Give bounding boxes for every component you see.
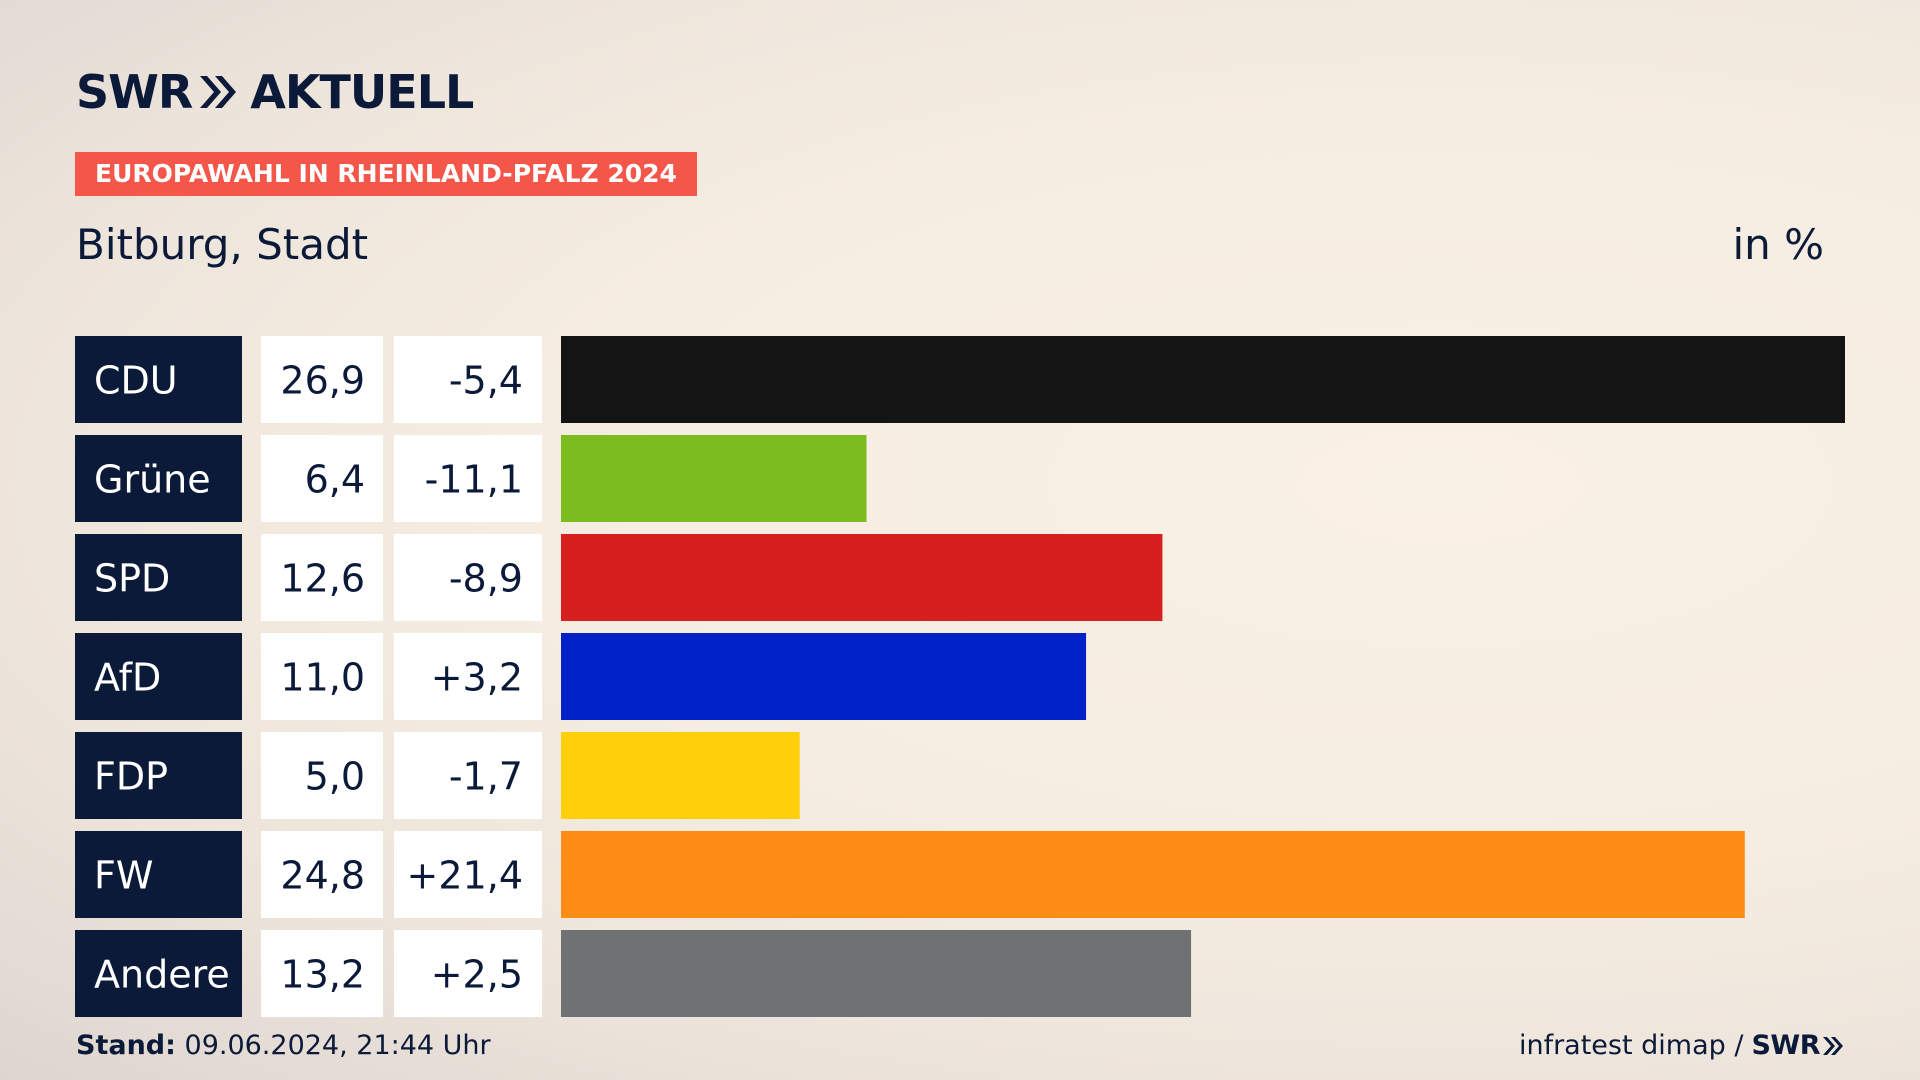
vote-share-label: 11,0 (280, 656, 365, 700)
bar (561, 831, 1745, 918)
value-cell (261, 930, 383, 1017)
timestamp: Stand: 09.06.2024, 21:44 Uhr (76, 1030, 491, 1061)
bar (561, 336, 1845, 423)
party-label-cell (75, 831, 242, 918)
stand-label: Stand: (76, 1030, 176, 1061)
party-label-cell (75, 534, 242, 621)
swr-aktuell-logo: SWR AKTUELL (76, 65, 474, 119)
change-label: -8,9 (449, 557, 523, 601)
party-label: SPD (94, 557, 170, 601)
party-label: Andere (94, 953, 230, 997)
change-label: -1,7 (449, 755, 523, 799)
vote-share-label: 12,6 (280, 557, 365, 601)
source-credit: infratest dimap / SWR (1519, 1030, 1844, 1061)
vote-share-label: 24,8 (280, 854, 365, 898)
bar (561, 732, 800, 819)
change-label: +21,4 (407, 854, 523, 898)
party-label-cell (75, 435, 242, 522)
party-label-cell (75, 930, 242, 1017)
bar (561, 534, 1163, 621)
region-title: Bitburg, Stadt (76, 220, 369, 269)
bar (561, 633, 1087, 720)
party-label: CDU (94, 359, 178, 403)
double-chevron-icon (200, 76, 237, 108)
value-cell (261, 633, 383, 720)
logo-aktuell-text: AKTUELL (250, 65, 474, 119)
bar (561, 930, 1192, 1017)
unit-label: in % (1732, 220, 1824, 269)
value-cell (261, 534, 383, 621)
change-cell (394, 831, 542, 918)
change-label: -11,1 (425, 458, 523, 502)
party-label-cell (75, 633, 242, 720)
change-cell (394, 435, 542, 522)
value-cell (261, 435, 383, 522)
change-cell (394, 930, 542, 1017)
bar (561, 435, 867, 522)
value-cell (261, 336, 383, 423)
stand-value: 09.06.2024, 21:44 Uhr (184, 1030, 491, 1061)
value-cell (261, 831, 383, 918)
party-label: FW (94, 854, 153, 898)
party-label: Grüne (94, 458, 211, 502)
vote-share-label: 13,2 (280, 953, 365, 997)
election-badge: EUROPAWAHL IN RHEINLAND-PFALZ 2024 (75, 152, 697, 196)
change-label: +3,2 (431, 656, 523, 700)
change-label: -5,4 (449, 359, 523, 403)
logo-swr-text: SWR (76, 65, 193, 119)
change-cell (394, 633, 542, 720)
change-cell (394, 336, 542, 423)
change-cell (394, 534, 542, 621)
change-cell (394, 732, 542, 819)
swr-small-logo-text: SWR (1751, 1030, 1820, 1061)
party-label: FDP (94, 755, 168, 799)
vote-share-label: 26,9 (280, 359, 365, 403)
vote-share-label: 6,4 (305, 458, 365, 502)
party-label-cell (75, 732, 242, 819)
double-chevron-small-icon (1823, 1036, 1843, 1055)
party-label: AfD (94, 656, 161, 700)
vote-share-label: 5,0 (305, 755, 365, 799)
source-text: infratest dimap / (1518, 1030, 1744, 1061)
value-cell (261, 732, 383, 819)
change-label: +2,5 (431, 953, 523, 997)
party-label-cell (75, 336, 242, 423)
